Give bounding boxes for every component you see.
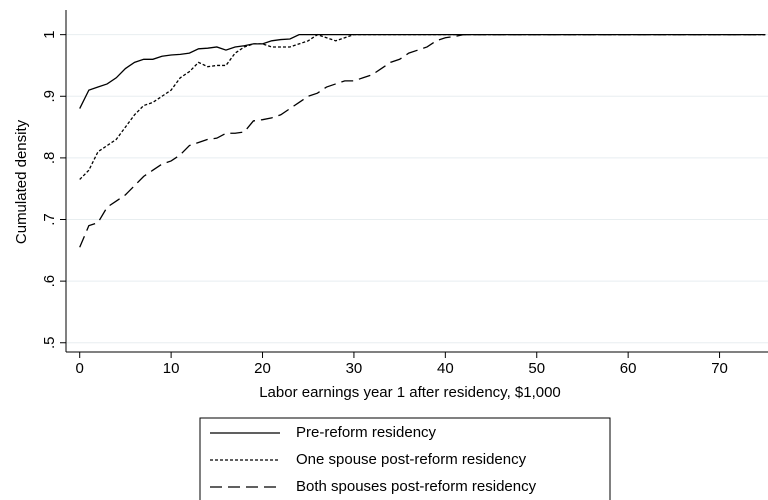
series-line [79,33,766,180]
x-tick-label: 50 [528,360,545,377]
x-tick-label: 60 [620,360,637,377]
legend-label: Both spouses post-reform residency [296,478,537,495]
x-tick-label: 40 [437,360,454,377]
legend-label: Pre-reform residency [296,424,437,441]
series-line [79,33,766,248]
x-tick-label: 0 [76,360,84,377]
series-line [79,33,766,109]
x-tick-label: 30 [346,360,363,377]
x-tick-label: 70 [711,360,728,377]
legend-label: One spouse post-reform residency [296,451,527,468]
legend-box [199,417,611,500]
x-tick-label: 10 [163,360,180,377]
y-tick-label: .8 [41,152,58,165]
y-tick-label: .9 [41,90,58,103]
y-tick-label: 1 [41,30,58,38]
y-tick-label: .5 [41,336,58,349]
y-tick-label: .7 [41,213,58,226]
x-axis-title: Labor earnings year 1 after residency, $… [259,384,561,401]
x-tick-label: 20 [254,360,271,377]
y-axis-title: Cumulated density [13,119,30,244]
y-tick-label: .6 [41,275,58,288]
